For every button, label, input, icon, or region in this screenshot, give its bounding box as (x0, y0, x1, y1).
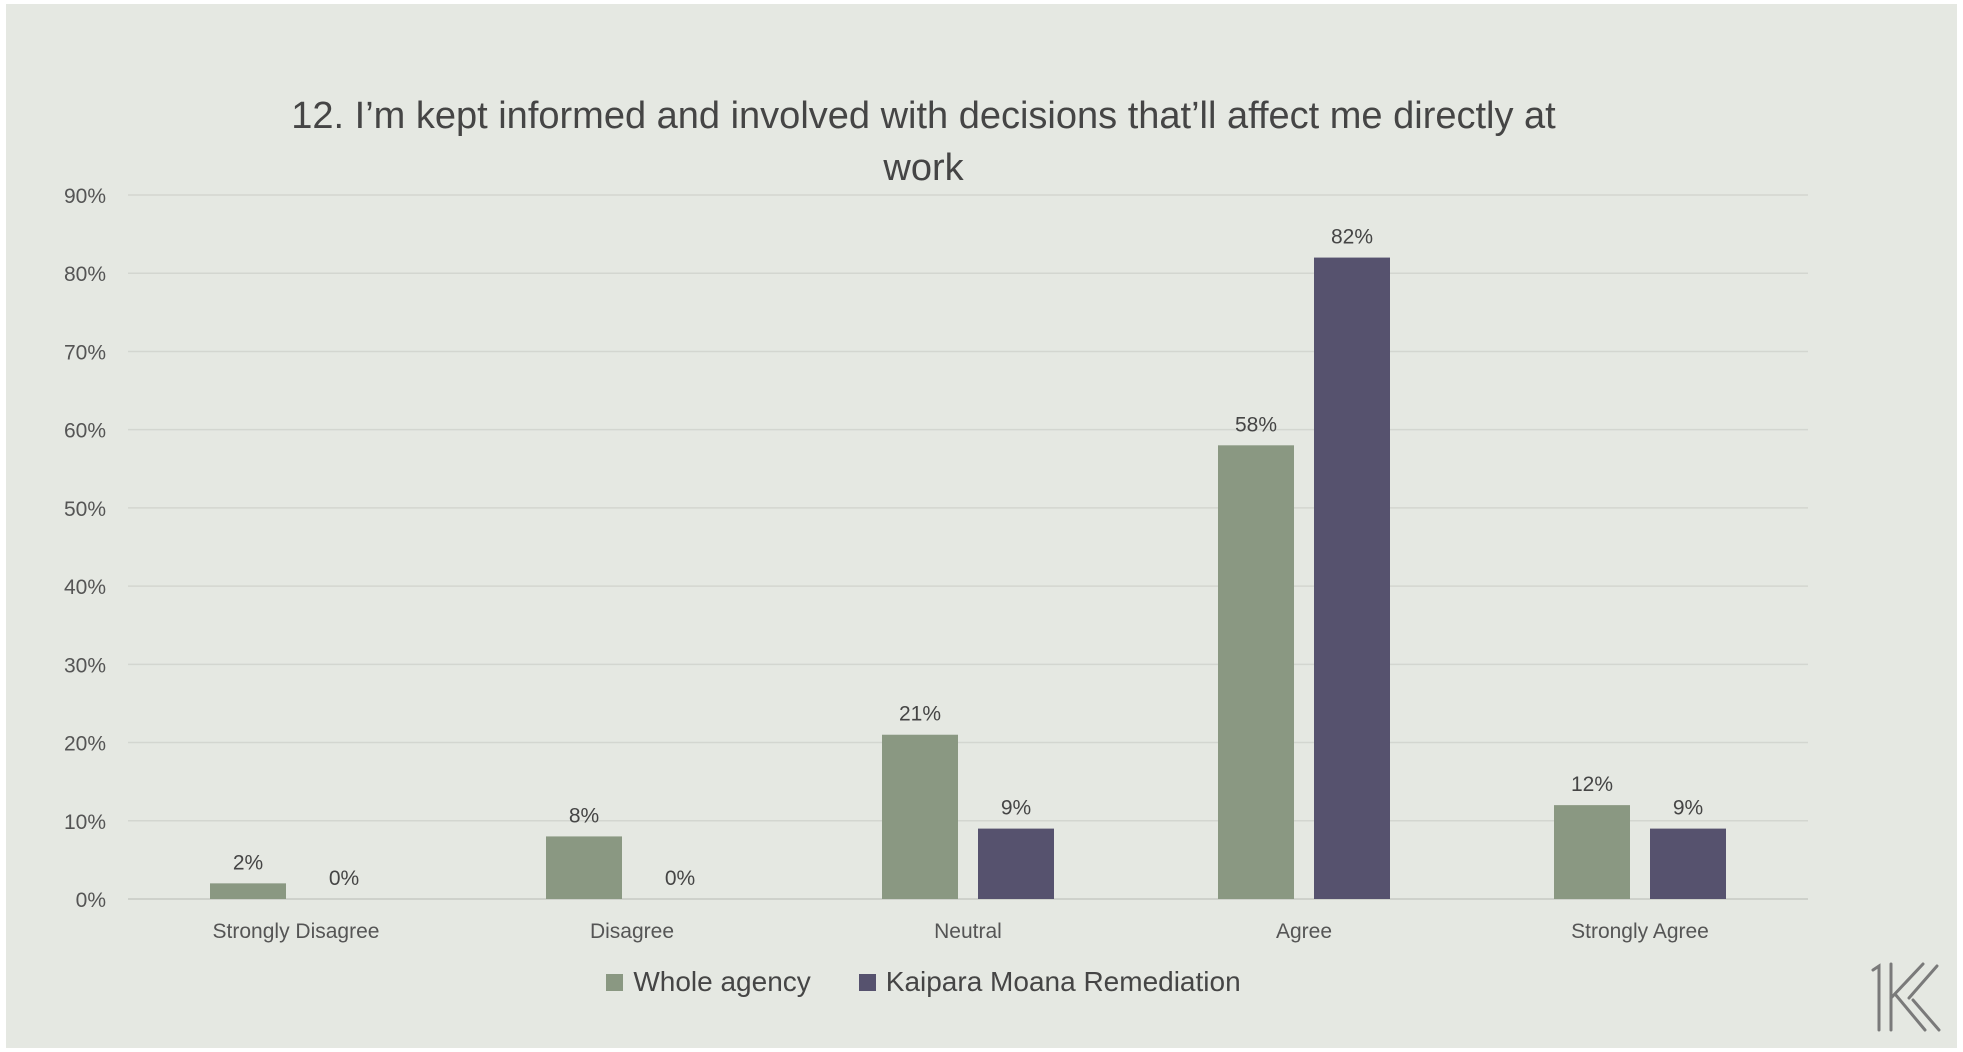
data-label: 21% (899, 703, 941, 726)
bar (1218, 445, 1294, 899)
y-tick-label: 60% (64, 420, 106, 443)
y-tick-label: 0% (76, 889, 106, 912)
y-tick-label: 30% (64, 654, 106, 677)
category-label: Neutral (934, 920, 1002, 943)
data-label: 0% (665, 867, 695, 890)
legend-swatch-kaipara (858, 973, 876, 991)
data-label: 8% (569, 804, 599, 827)
data-label: 0% (329, 867, 359, 890)
y-tick-label: 90% (64, 185, 106, 208)
legend-swatch-whole-agency (606, 973, 624, 991)
chart-title-line-2: work (883, 147, 964, 189)
y-tick-label: 70% (64, 341, 106, 364)
chart-title-line-1: 12. I’m kept informed and involved with … (291, 95, 1556, 137)
category-label: Disagree (590, 920, 674, 943)
bar (882, 734, 958, 899)
bar (210, 883, 286, 899)
logo-mark-icon (1871, 962, 1941, 1032)
data-label: 82% (1331, 226, 1373, 249)
y-tick-label: 40% (64, 576, 106, 599)
chart-legend: Whole agency Kaipara Moana Remediation (0, 966, 1847, 998)
category-label: Agree (1276, 920, 1332, 943)
y-tick-label: 80% (64, 263, 106, 286)
y-tick-label: 50% (64, 498, 106, 521)
bar (546, 836, 622, 899)
category-label: Strongly Agree (1571, 920, 1709, 943)
data-label: 12% (1571, 773, 1613, 796)
bar (978, 828, 1054, 899)
bar (1314, 257, 1390, 900)
legend-item-kaipara: Kaipara Moana Remediation (858, 966, 1241, 998)
y-tick-label: 10% (64, 811, 106, 834)
data-label: 58% (1235, 413, 1277, 436)
data-label: 9% (1001, 797, 1031, 820)
chart-title: 12. I’m kept informed and involved with … (0, 90, 1847, 194)
bar (1650, 828, 1726, 899)
category-label: Strongly Disagree (213, 920, 380, 943)
legend-item-whole-agency: Whole agency (606, 966, 811, 998)
legend-label-kaipara: Kaipara Moana Remediation (885, 966, 1241, 997)
y-tick-label: 20% (64, 733, 106, 756)
legend-label-whole-agency: Whole agency (633, 966, 811, 997)
data-label: 9% (1673, 797, 1703, 820)
bar (1554, 805, 1630, 899)
data-label: 2% (233, 851, 263, 874)
